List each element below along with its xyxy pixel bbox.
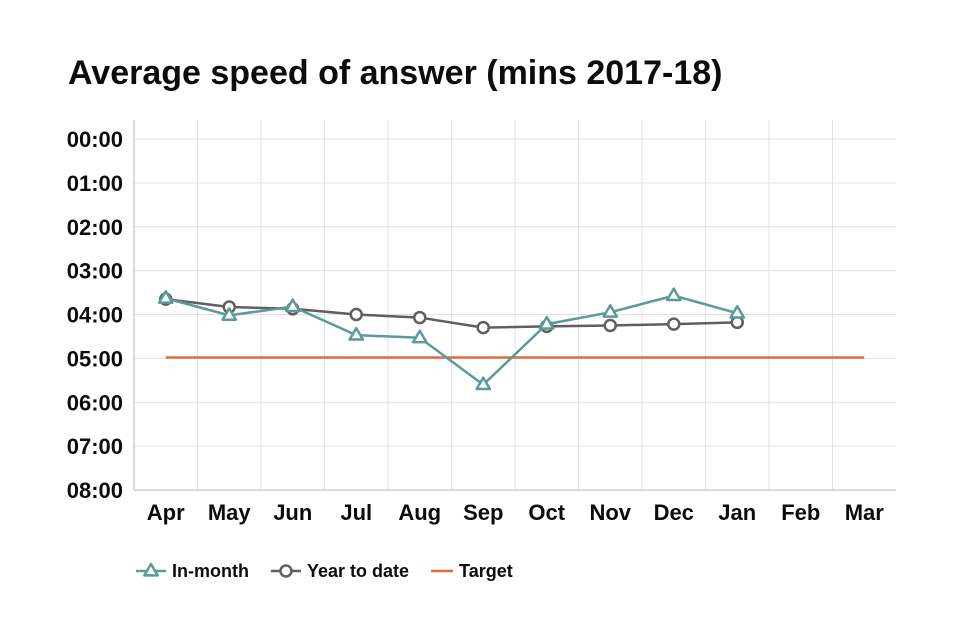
y-tick-label: 00:00 bbox=[67, 127, 123, 152]
data-point bbox=[475, 376, 492, 391]
axes bbox=[133, 120, 896, 491]
series-in-month bbox=[157, 287, 746, 391]
series-line bbox=[165, 294, 738, 386]
y-tick-label: 07:00 bbox=[67, 434, 123, 459]
data-point bbox=[667, 317, 681, 331]
data-point bbox=[729, 304, 746, 319]
legend-marker bbox=[143, 562, 159, 577]
y-tick-label: 03:00 bbox=[67, 259, 123, 284]
x-tick-label: Aug bbox=[398, 500, 441, 525]
y-tick-label: 06:00 bbox=[67, 390, 123, 415]
x-tick-label: Jul bbox=[340, 500, 372, 525]
legend-item-year-to-date: Year to date bbox=[270, 561, 409, 581]
data-point bbox=[476, 320, 490, 335]
y-tick-label: 05:00 bbox=[67, 346, 123, 371]
legend-label: In-month bbox=[172, 561, 249, 581]
y-tick-label: 02:00 bbox=[67, 215, 123, 240]
series-line bbox=[165, 297, 738, 329]
x-tick-label: Jun bbox=[273, 500, 312, 525]
legend-item-target: Target bbox=[431, 561, 513, 581]
chart-title: Average speed of answer (mins 2017-18) bbox=[68, 54, 722, 92]
legend-marker bbox=[279, 564, 293, 578]
series-group bbox=[157, 287, 865, 391]
x-tick-label: Apr bbox=[147, 500, 185, 525]
gridlines bbox=[134, 120, 896, 490]
data-point bbox=[349, 307, 363, 322]
legend-label: Target bbox=[459, 561, 513, 581]
x-tick-label: Dec bbox=[654, 500, 694, 525]
x-tick-labels: Apr May Jun Jul Aug Sep Oct Nov Dec Jan Feb Mar bbox=[147, 500, 884, 525]
legend-label: Year to date bbox=[307, 561, 409, 581]
data-point bbox=[538, 315, 555, 330]
x-tick-label: Oct bbox=[528, 500, 565, 525]
data-point bbox=[411, 329, 428, 344]
y-tick-label: 08:00 bbox=[67, 478, 123, 503]
x-tick-label: Jan bbox=[718, 500, 756, 525]
data-point bbox=[602, 304, 619, 318]
data-point bbox=[348, 326, 365, 341]
data-point bbox=[413, 310, 427, 325]
data-point bbox=[221, 307, 238, 321]
data-point bbox=[603, 318, 617, 333]
data-point bbox=[157, 290, 174, 304]
y-tick-label: 01:00 bbox=[67, 171, 123, 196]
legend: In-month Year to date Target bbox=[136, 561, 513, 581]
y-tick-label: 04:00 bbox=[67, 303, 123, 328]
x-tick-label: Nov bbox=[589, 500, 631, 525]
y-tick-labels: 00:00 01:00 02:00 03:00 04:00 05:00 06:00 07:00… bbox=[67, 127, 123, 503]
x-tick-label: Mar bbox=[845, 500, 885, 525]
x-tick-label: May bbox=[208, 500, 252, 525]
x-tick-label: Sep bbox=[463, 500, 503, 525]
x-tick-label: Feb bbox=[781, 500, 820, 525]
data-point bbox=[665, 287, 682, 302]
data-point bbox=[284, 298, 301, 313]
legend-item-in-month: In-month bbox=[136, 561, 249, 581]
